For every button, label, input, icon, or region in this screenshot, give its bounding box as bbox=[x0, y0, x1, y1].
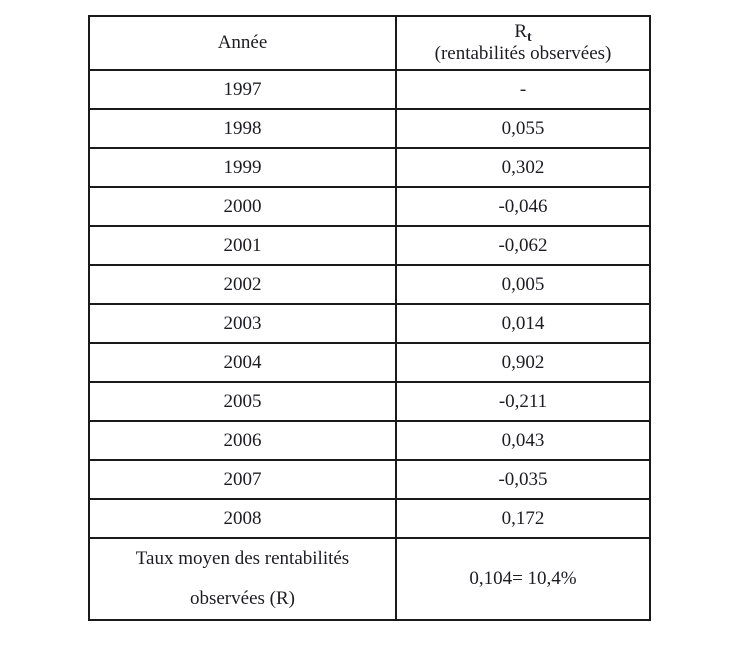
returns-table-container: Année Rt (rentabilités observées) 1997 -… bbox=[88, 15, 651, 621]
table-row: 2007 -0,035 bbox=[88, 459, 651, 500]
table-row: 2002 0,005 bbox=[88, 264, 651, 305]
year-cell: 2001 bbox=[88, 225, 397, 266]
annee-header-label: Année bbox=[217, 32, 268, 53]
year-cell: 2007 bbox=[88, 459, 397, 500]
value-cell: 0,043 bbox=[395, 420, 651, 461]
year-cell: 1998 bbox=[88, 108, 397, 149]
table-row: 1999 0,302 bbox=[88, 147, 651, 188]
rt-caption: (rentabilités observées) bbox=[434, 42, 612, 64]
table-row: 2006 0,043 bbox=[88, 420, 651, 461]
rt-subscript: t bbox=[527, 29, 532, 45]
year-cell: 2006 bbox=[88, 420, 397, 461]
footer-label: Taux moyen des rentabilités observées (R… bbox=[136, 539, 349, 619]
value-cell: -0,062 bbox=[395, 225, 651, 266]
footer-row: Taux moyen des rentabilités observées (R… bbox=[88, 537, 651, 621]
value-cell: 0,902 bbox=[395, 342, 651, 383]
value-cell: 0,302 bbox=[395, 147, 651, 188]
value-cell: -0,035 bbox=[395, 459, 651, 500]
year-cell: 2002 bbox=[88, 264, 397, 305]
year-cell: 2004 bbox=[88, 342, 397, 383]
annee-header-cell: Année bbox=[88, 15, 397, 71]
table-row: 2005 -0,211 bbox=[88, 381, 651, 422]
footer-value-cell: 0,104= 10,4% bbox=[395, 537, 651, 621]
table-row: 2003 0,014 bbox=[88, 303, 651, 344]
year-cell: 1997 bbox=[88, 69, 397, 110]
year-cell: 2008 bbox=[88, 498, 397, 539]
table-row: 2004 0,902 bbox=[88, 342, 651, 383]
table-row: 1998 0,055 bbox=[88, 108, 651, 149]
value-cell: 0,055 bbox=[395, 108, 651, 149]
rt-symbol: R bbox=[514, 20, 527, 42]
value-cell: 0,014 bbox=[395, 303, 651, 344]
rt-symbol-line: Rt bbox=[397, 19, 649, 45]
footer-label-line2: observées (R) bbox=[189, 587, 295, 609]
year-cell: 1999 bbox=[88, 147, 397, 188]
year-cell: 2005 bbox=[88, 381, 397, 422]
returns-table: Année Rt (rentabilités observées) 1997 -… bbox=[88, 15, 651, 621]
table-row: 2000 -0,046 bbox=[88, 186, 651, 227]
value-cell: -0,046 bbox=[395, 186, 651, 227]
header-row: Année Rt (rentabilités observées) bbox=[88, 15, 651, 71]
table-row: 1997 - bbox=[88, 69, 651, 110]
rt-header-cell: Rt (rentabilités observées) bbox=[395, 15, 651, 71]
footer-label-cell: Taux moyen des rentabilités observées (R… bbox=[88, 537, 397, 621]
year-cell: 2000 bbox=[88, 186, 397, 227]
value-cell: 0,005 bbox=[395, 264, 651, 305]
value-cell: -0,211 bbox=[395, 381, 651, 422]
year-cell: 2003 bbox=[88, 303, 397, 344]
footer-label-line1: Taux moyen des rentabilités bbox=[135, 548, 350, 569]
table-row: 2001 -0,062 bbox=[88, 225, 651, 266]
value-cell: - bbox=[395, 69, 651, 110]
table-row: 2008 0,172 bbox=[88, 498, 651, 539]
value-cell: 0,172 bbox=[395, 498, 651, 539]
